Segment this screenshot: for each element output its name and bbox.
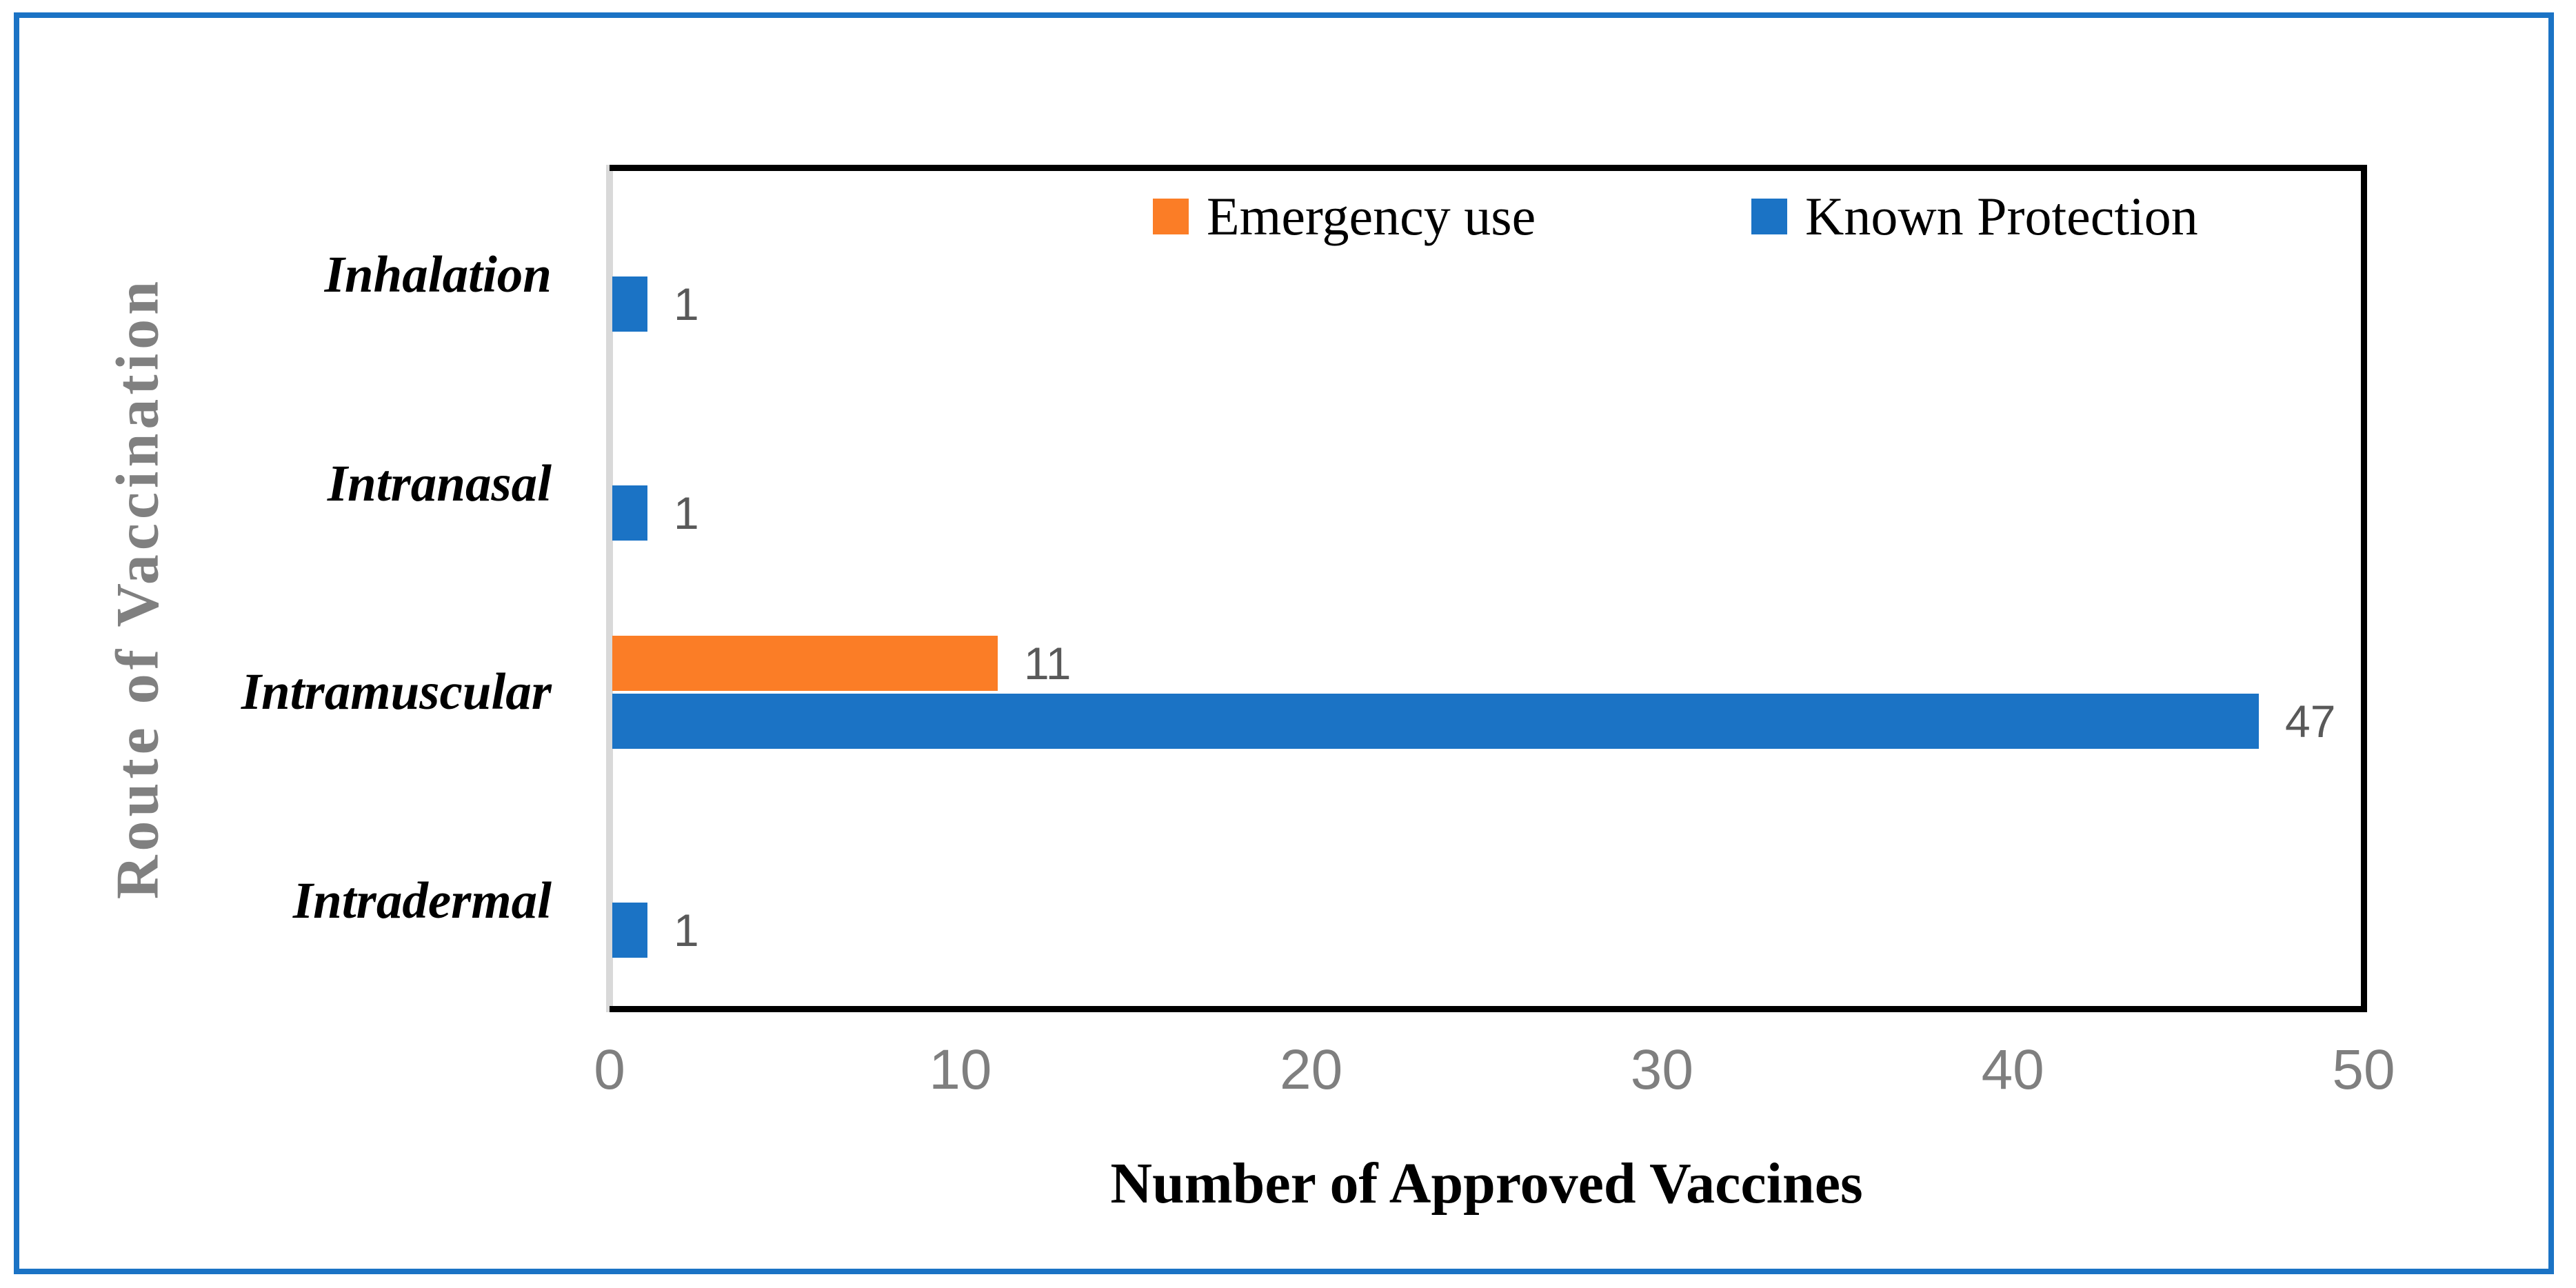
x-tick-label-50: 50: [2332, 1038, 2395, 1101]
legend-label-emergency-use: Emergency use: [1207, 186, 1536, 246]
bar-known-protection-inhalation: [612, 276, 647, 332]
category-label-inhalation: Inhalation: [324, 246, 552, 304]
x-tick-label-30: 30: [1630, 1038, 1693, 1101]
bar-known-protection-intramuscular: [612, 694, 2259, 749]
category-label-intramuscular: Intramuscular: [241, 663, 552, 721]
legend-label-known-protection: Known Protection: [1805, 186, 2198, 246]
legend-entry-known-protection: Known Protection: [1751, 183, 2198, 250]
legend-entry-emergency-use: Emergency use: [1153, 183, 1536, 250]
x-axis-title: Number of Approved Vaccines: [1110, 1151, 1863, 1216]
y-axis-line: [606, 165, 613, 1012]
x-tick-label-20: 20: [1279, 1038, 1343, 1101]
bar-known-protection-intradermal: [612, 902, 647, 958]
data-label-known-protection-intranasal: 1: [674, 487, 699, 539]
legend-swatch-known-protection: [1751, 199, 1787, 234]
plot-area: [610, 165, 2367, 1012]
y-axis-title: Route of Vaccination: [104, 276, 172, 900]
figure-border: [14, 12, 2554, 1274]
bar-known-protection-intranasal: [612, 485, 647, 541]
x-tick-label-40: 40: [1981, 1038, 2044, 1101]
data-label-known-protection-intramuscular: 47: [2285, 696, 2336, 747]
data-label-known-protection-inhalation: 1: [674, 279, 699, 330]
data-label-known-protection-intradermal: 1: [674, 904, 699, 956]
data-label-emergency-use-intramuscular: 11: [1024, 638, 1071, 690]
category-label-intranasal: Intranasal: [327, 454, 552, 512]
category-label-intradermal: Intradermal: [292, 872, 552, 929]
x-tick-label-10: 10: [929, 1038, 992, 1101]
x-tick-label-0: 0: [594, 1038, 625, 1101]
bar-emergency-use-intramuscular: [612, 636, 998, 692]
legend-swatch-emergency-use: [1153, 199, 1189, 234]
